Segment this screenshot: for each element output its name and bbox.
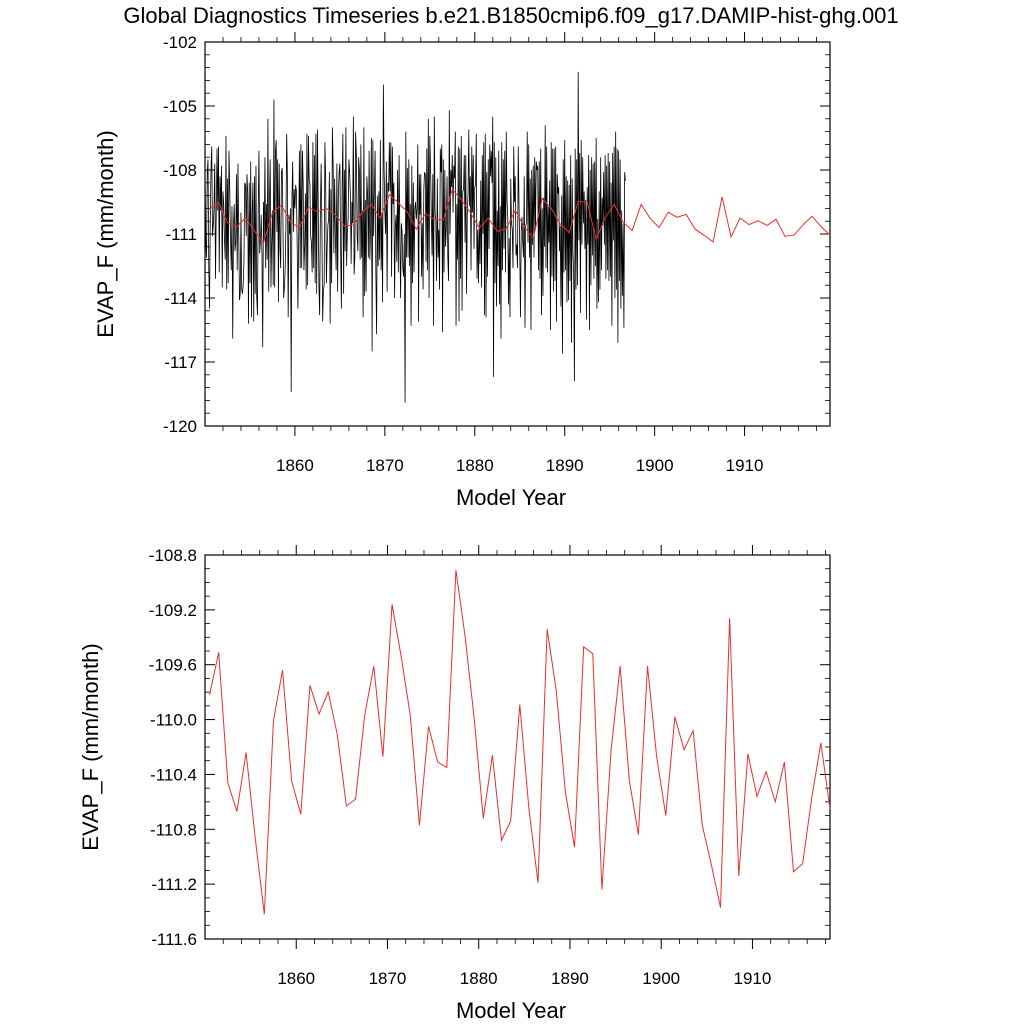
top-x-axis-title: Model Year [456, 485, 566, 510]
top-y-axis-title: EVAP_F (mm/month) [93, 130, 118, 337]
top-series-line-0 [204, 71, 626, 403]
bottom-panel: -111.6 -111.2 -110.8 -110.4 -110.0 -109.6 -109… [78, 545, 831, 1023]
bottom-series-line-0 [209, 570, 831, 915]
bottom-y-tick-label: -110.0 [150, 711, 197, 730]
bottom-y-tick-label: -108.8 [149, 546, 197, 565]
bottom-x-tick-label: 1880 [460, 969, 498, 988]
bottom-plot-frame [204, 554, 831, 940]
top-x-tick-label: 1910 [726, 456, 764, 475]
bottom-axis-ticks [205, 545, 830, 949]
bottom-y-tick-label: -109.2 [149, 601, 197, 620]
top-y-tick-label: -111 [165, 225, 197, 244]
top-x-tick-label: 1860 [276, 456, 314, 475]
top-y-tick-label: -120 [163, 417, 197, 436]
bottom-y-axis-title: EVAP_F (mm/month) [78, 643, 103, 850]
top-x-tick-label: 1870 [366, 456, 404, 475]
bottom-x-tick-label: 1870 [369, 969, 407, 988]
top-x-tick-label: 1890 [546, 456, 584, 475]
top-x-tick-label: 1880 [456, 456, 494, 475]
bottom-x-tick-label: 1900 [642, 969, 680, 988]
top-tick-labels: -120 -117 -114 -111 -108 -105 -102 1860 1870 1880… [163, 33, 764, 475]
top-panel: -120 -117 -114 -111 -108 -105 -102 1860 1870 1880… [93, 32, 831, 510]
bottom-y-tick-label: -111.2 [151, 875, 197, 894]
bottom-x-tick-label: 1910 [734, 969, 772, 988]
bottom-x-tick-label: 1890 [551, 969, 589, 988]
top-y-tick-label: -102 [163, 33, 197, 52]
bottom-y-tick-label: -109.6 [149, 656, 197, 675]
bottom-series-group [209, 570, 831, 915]
bottom-y-tick-label: -110.8 [150, 820, 197, 839]
bottom-x-tick-label: 1860 [277, 969, 315, 988]
bottom-y-tick-label: -111.6 [151, 930, 197, 949]
top-x-tick-label: 1900 [636, 456, 674, 475]
top-y-tick-label: -114 [164, 289, 197, 308]
top-y-tick-label: -105 [163, 97, 197, 116]
bottom-y-tick-label: -110.4 [150, 765, 197, 784]
bottom-x-axis-title: Model Year [456, 998, 566, 1023]
top-axis-ticks [205, 32, 830, 436]
chart-title: Global Diagnostics Timeseries b.e21.B185… [123, 3, 898, 28]
top-series-line-1 [209, 188, 831, 245]
top-series-group [204, 71, 831, 403]
top-y-tick-label: -108 [163, 161, 197, 180]
bottom-tick-labels: -111.6 -111.2 -110.8 -110.4 -110.0 -109.6 -109… [149, 546, 772, 988]
top-y-tick-label: -117 [164, 353, 197, 372]
